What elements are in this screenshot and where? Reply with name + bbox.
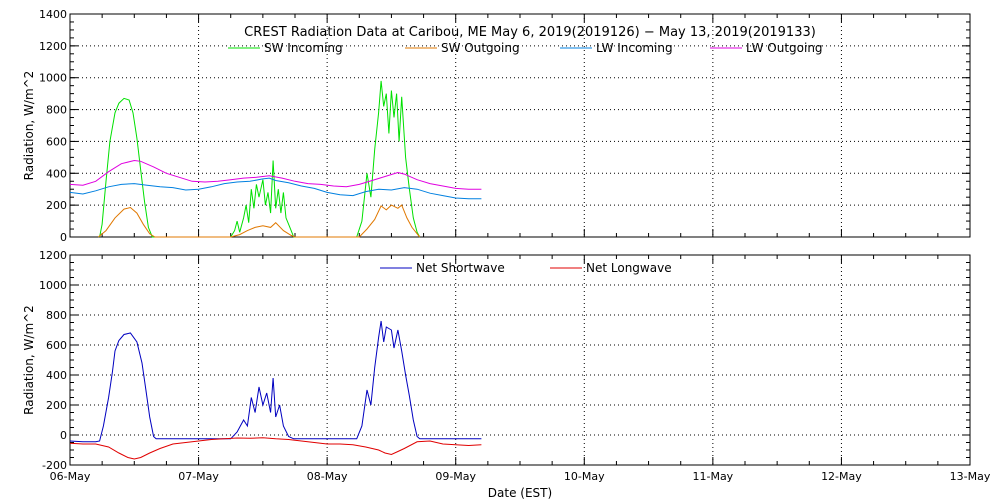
- y-tick-label: 1000: [39, 279, 67, 292]
- panel-0: 0 200 400 600 800 1000 1200 1400 Radiation, W/m^…: [22, 8, 971, 244]
- series-line-lw-incoming: [69, 177, 482, 200]
- legend-label: Net Shortwave: [416, 261, 505, 275]
- x-tick-label: 12-May: [821, 470, 862, 483]
- x-tick-label: 10-May: [564, 470, 605, 483]
- y-tick-label: 200: [46, 199, 67, 212]
- x-tick-label: 07-May: [178, 470, 219, 483]
- legend-label: SW Outgoing: [441, 41, 520, 55]
- series-line-net-longwave: [69, 437, 482, 460]
- plot-frame: [69, 254, 971, 466]
- series-line-lw-outgoing: [69, 159, 482, 190]
- y-tick-label: 0: [60, 429, 67, 442]
- y-tick-label: 1200: [39, 40, 67, 53]
- plot-frame: [69, 13, 971, 238]
- y-tick-label: -200: [42, 459, 67, 472]
- series-line-sw-incoming: [99, 80, 421, 238]
- legend-label: Net Longwave: [586, 261, 672, 275]
- chart-title: CREST Radiation Data at Caribou, ME May …: [244, 25, 816, 40]
- legend-label: LW Outgoing: [746, 41, 823, 55]
- y-tick-label: 800: [46, 309, 67, 322]
- series-line-sw-outgoing: [97, 204, 421, 238]
- y-tick-label: 200: [46, 399, 67, 412]
- y-tick-label: 400: [46, 369, 67, 382]
- y-tick-label: 600: [46, 339, 67, 352]
- y-axis-title: Radiation, W/m^2: [22, 305, 36, 415]
- x-tick-label: 13-May: [950, 470, 991, 483]
- x-tick-label: 06-May: [50, 470, 91, 483]
- y-tick-label: 600: [46, 135, 67, 148]
- y-tick-label: 400: [46, 167, 67, 180]
- x-tick-label: 09-May: [435, 470, 476, 483]
- y-tick-label: 800: [46, 104, 67, 117]
- series-line-net-shortwave: [69, 320, 482, 443]
- y-axis-title: Radiation, W/m^2: [22, 71, 36, 181]
- y-tick-label: 0: [60, 231, 67, 244]
- y-tick-label: 1400: [39, 8, 67, 21]
- panel-1: -200 0 200 400 600 800 1000 1200 06-May 07-May 08-…: [22, 249, 991, 483]
- x-tick-label: 08-May: [307, 470, 348, 483]
- x-axis-title: Date (EST): [488, 486, 552, 500]
- y-tick-label: 1000: [39, 72, 67, 85]
- y-tick-label: 1200: [39, 249, 67, 262]
- legend-label: LW Incoming: [596, 41, 673, 55]
- legend-label: SW Incoming: [264, 41, 343, 55]
- x-tick-label: 11-May: [692, 470, 733, 483]
